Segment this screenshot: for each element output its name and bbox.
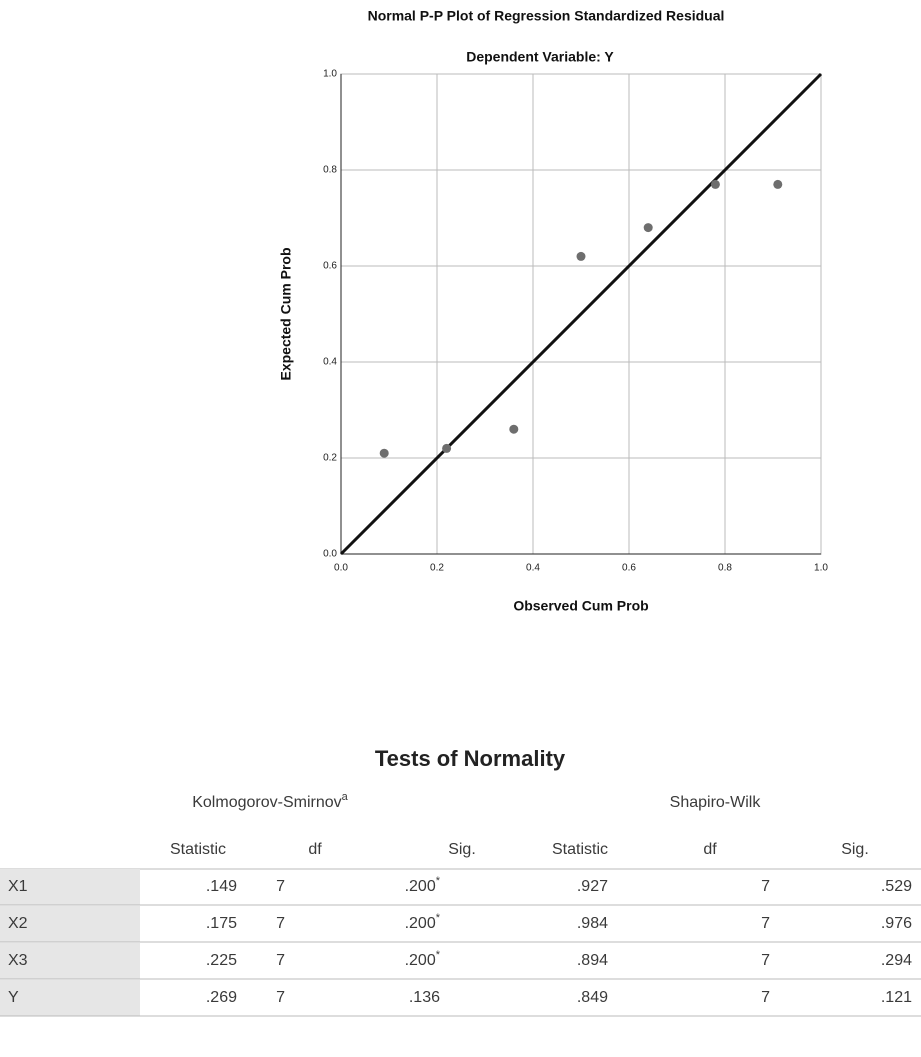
table-cell: .294 (881, 952, 912, 969)
column-header: df (308, 841, 322, 858)
table-cell: .200* (405, 912, 441, 932)
x-tick-label: 1.0 (814, 563, 828, 574)
y-tick-label: 0.0 (323, 549, 337, 560)
table-cell: 7 (761, 989, 770, 1006)
group-header: Kolmogorov-Smirnova (192, 791, 348, 811)
point (644, 223, 653, 232)
table-cell: .200* (405, 875, 441, 895)
row-label: X3 (8, 952, 28, 969)
cell-text: Shapiro-Wilk (670, 794, 762, 811)
x-tick-label: 0.2 (430, 563, 444, 574)
table-cell: 7 (276, 952, 285, 969)
y-tick-label: 0.8 (323, 165, 337, 176)
cell-text: Kolmogorov-Smirnov (192, 794, 341, 811)
table-cell: .927 (577, 878, 608, 895)
x-tick-label: 0.0 (334, 563, 348, 574)
column-header: Sig. (448, 841, 476, 858)
y-tick-label: 1.0 (323, 69, 337, 80)
table-cell: 7 (276, 989, 285, 1006)
x-tick-label: 0.6 (622, 563, 636, 574)
x-tick-label: 0.8 (718, 563, 732, 574)
table-cell: .894 (577, 952, 608, 969)
cell-text: .200 (405, 915, 436, 932)
table-cell: .269 (206, 989, 237, 1006)
point (711, 180, 720, 189)
column-header: Sig. (841, 841, 869, 858)
point (442, 444, 451, 453)
table-cell: .849 (577, 989, 608, 1006)
superscript: * (436, 912, 441, 924)
x-axis-label: Observed Cum Prob (513, 598, 648, 614)
superscript: a (342, 791, 349, 803)
column-header: Statistic (170, 841, 226, 858)
table-cell: .136 (409, 989, 440, 1006)
table-cell: .529 (881, 878, 912, 895)
row-label-bg (0, 980, 140, 1016)
page: Normal P-P Plot of Regression Standardiz… (0, 0, 921, 1057)
group-header: Shapiro-Wilk (670, 794, 762, 811)
point (380, 449, 389, 458)
chart-title: Normal P-P Plot of Regression Standardiz… (368, 8, 725, 24)
x-tick-label: 0.4 (526, 563, 540, 574)
table-title: Tests of Normality (375, 746, 566, 771)
column-header: df (703, 841, 717, 858)
y-tick-label: 0.2 (323, 453, 337, 464)
point (773, 180, 782, 189)
cell-text: .200 (405, 952, 436, 969)
chart-subtitle: Dependent Variable: Y (466, 49, 614, 65)
table-cell: .175 (206, 915, 237, 932)
point (509, 425, 518, 434)
y-tick-label: 0.6 (323, 261, 337, 272)
table-cell: .976 (881, 915, 912, 932)
reference-line (341, 74, 821, 554)
table-cell: 7 (761, 952, 770, 969)
table-cell: .225 (206, 952, 237, 969)
table-cell: 7 (761, 915, 770, 932)
table-cell: .149 (206, 878, 237, 895)
column-header: Statistic (552, 841, 608, 858)
table-cell: .984 (577, 915, 608, 932)
superscript: * (436, 949, 441, 961)
row-label: X2 (8, 915, 28, 932)
row-label: Y (8, 989, 19, 1006)
table-cell: 7 (276, 915, 285, 932)
y-axis-label: Expected Cum Prob (278, 247, 294, 380)
table-cell: 7 (761, 878, 770, 895)
y-tick-label: 0.4 (323, 357, 337, 368)
table-cell: .200* (405, 949, 441, 969)
superscript: * (436, 875, 441, 887)
row-label: X1 (8, 878, 28, 895)
table-cell: 7 (276, 878, 285, 895)
cell-text: .200 (405, 878, 436, 895)
table-cell: .121 (881, 989, 912, 1006)
point (577, 252, 586, 261)
